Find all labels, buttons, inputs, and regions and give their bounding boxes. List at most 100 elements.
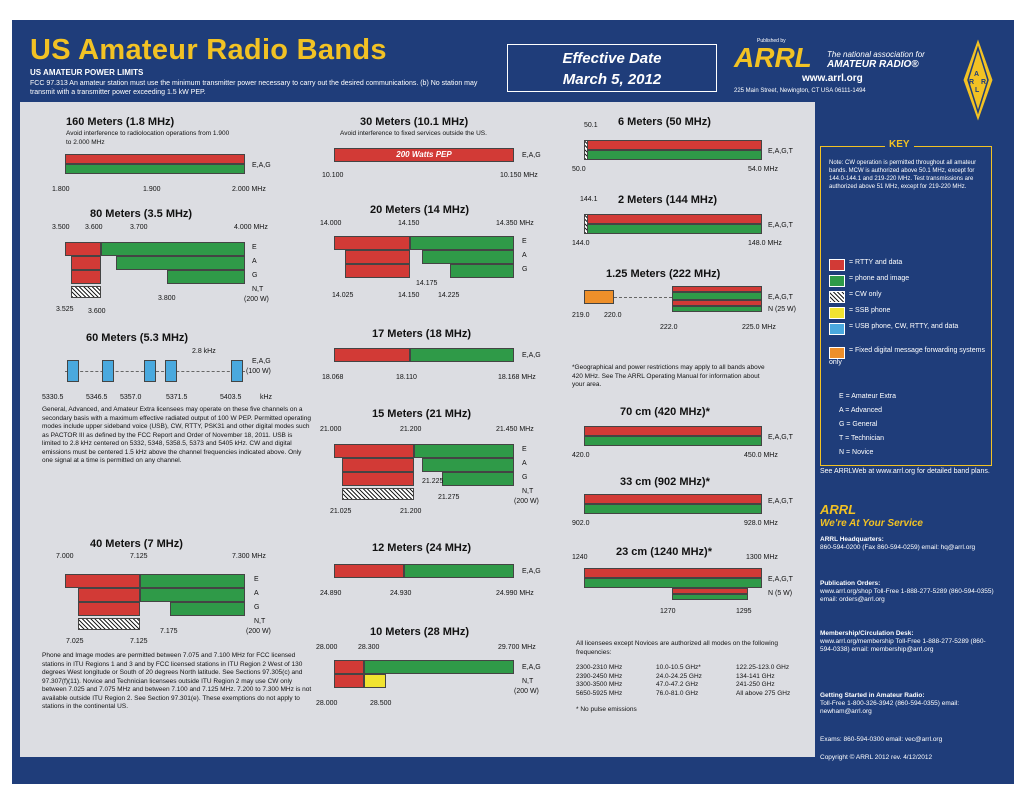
tick-125m-0: 222.0 <box>660 324 678 331</box>
tick-160m-2: 2.000 MHz <box>232 186 266 193</box>
class-10m-nt: N,T <box>522 678 534 685</box>
legend-usb: = USB phone, CW, RTTY, and data <box>829 323 989 335</box>
bar-80m-e-phone <box>101 242 245 256</box>
license-general: G = General <box>839 421 878 428</box>
tick-80m-top-3: 4.000 MHz <box>234 224 268 231</box>
bar-125m-fixed-digital <box>584 290 614 304</box>
channel-60m-1 <box>67 360 79 382</box>
tick-15m-top-2: 21.450 MHz <box>496 426 534 433</box>
class-40m-e: E <box>254 576 259 583</box>
classes-30m: E,A,G <box>522 152 541 159</box>
tick-2m-1: 148.0 MHz <box>748 240 782 247</box>
legend-cw-label: = CW only <box>849 291 882 298</box>
freq-60m-4: 5403.5 <box>220 394 242 401</box>
bar-40m-e-data <box>65 574 140 588</box>
bar-15m-g-data <box>342 472 414 486</box>
arrl-address: 225 Main Street, Newington, CT USA 06111… <box>734 88 866 94</box>
tick-15m-bottom-2: 21.225 <box>422 478 444 485</box>
bar-2m-cw <box>584 214 588 234</box>
tick-30m-0: 10.100 <box>322 172 344 179</box>
bar-20m-g-phone <box>450 264 514 278</box>
service-logo: ARRL <box>820 502 857 517</box>
bw-60m: 2.8 kHz <box>192 348 216 355</box>
bar-23cm-n-phone <box>672 594 748 600</box>
tick-10m-top-2: 29.700 MHz <box>498 644 536 651</box>
pub-text: www.arrl.org/shop Toll-Free 1-888-277-52… <box>820 588 994 603</box>
tick-20m-top-1: 14.150 <box>398 220 420 227</box>
tick-15m-top-0: 21.000 <box>320 426 342 433</box>
tick-15m-bottom-3: 21.275 <box>438 494 460 501</box>
band-title-70cm: 70 cm (420 MHz)* <box>620 406 710 418</box>
class-20m-g: G <box>522 266 528 273</box>
effective-date-label: Effective Date <box>562 50 662 67</box>
legend-usb-label: = USB phone, CW, RTTY, and data <box>849 323 959 330</box>
legend-ssb-label: = SSB phone <box>849 307 891 314</box>
tick-160m-0: 1.800 <box>52 186 70 193</box>
bar-12m-phone <box>404 564 514 578</box>
tick-70cm-0: 420.0 <box>572 452 590 459</box>
band-note-60m: General, Advanced, and Amateur Extra lic… <box>42 406 311 464</box>
tick-23cm-bottom-0: 1270 <box>660 608 676 615</box>
bar-40m-a-data <box>78 588 140 602</box>
arrl-logo: ARRL <box>734 42 812 73</box>
tick-15m-bottom-1: 21.200 <box>400 508 422 515</box>
legend-rtty-label: = RTTY and data <box>849 259 903 266</box>
bar-40m-nt-cw <box>78 618 140 630</box>
diamond-letter-r2: R <box>981 79 986 86</box>
channel-60m-2 <box>102 360 114 382</box>
tick-2m-top-0: 144.1 <box>580 196 598 203</box>
bar-10m-nt-ssb <box>364 674 386 688</box>
effective-date-box: Effective Date March 5, 2012 <box>507 44 717 92</box>
effective-date-value: March 5, 2012 <box>562 71 662 88</box>
swatch-usb <box>829 323 845 335</box>
tick-12m-0: 24.890 <box>320 590 342 597</box>
class-10m-eag: E,A,G <box>522 664 541 671</box>
classes-160m: E,A,G <box>252 162 271 169</box>
fcc-power-text: FCC 97.313 An amateur station must use t… <box>30 80 478 96</box>
bar-125m-data <box>672 286 762 292</box>
power-limits-heading: US AMATEUR POWER LIMITS <box>30 68 144 77</box>
power-60m: (100 W) <box>246 368 271 375</box>
tick-40m-bottom-2: 7.175 <box>160 628 178 635</box>
tick-80m-bottom-2: 3.800 <box>158 295 176 302</box>
above-col1-0: 2300-2310 MHz <box>576 664 623 671</box>
above-col3-0: 122.25-123.0 GHz <box>736 664 790 671</box>
band-note-160m: Avoid interference to radiolocation oper… <box>66 130 230 146</box>
tick-80m-top-1: 3.600 <box>85 224 103 231</box>
swatch-phone <box>829 275 845 287</box>
license-extra: E = Amateur Extra <box>839 393 896 400</box>
bar-23cm-phone <box>584 578 762 588</box>
channel-60m-5 <box>231 360 243 382</box>
above-col1-1: 2390-2450 MHz <box>576 672 623 680</box>
band-title-15m: 15 Meters (21 MHz) <box>372 408 472 420</box>
band-title-17m: 17 Meters (18 MHz) <box>372 328 472 340</box>
class-15m-nt: N,T <box>522 488 534 495</box>
band-note-30m: Avoid interference to fixed services out… <box>340 130 487 137</box>
bar-20m-a-data <box>345 250 410 264</box>
bar-40m-g-data <box>78 602 140 616</box>
above-col3-3: All above 275 GHz <box>736 689 791 697</box>
bar-80m-g-phone <box>167 270 245 284</box>
bar-17m-data <box>334 348 410 362</box>
bar-2m-phone <box>584 224 762 234</box>
pub-title: Publication Orders: <box>820 580 881 587</box>
bar-2m-data <box>584 214 762 224</box>
swatch-fixed <box>829 347 845 359</box>
tick-40m-bottom-0: 7.025 <box>66 638 84 645</box>
tick-15m-bottom-0: 21.025 <box>330 508 352 515</box>
tick-6m-1: 54.0 MHz <box>748 166 778 173</box>
class-15m-e: E <box>522 446 527 453</box>
bar-23cm-data <box>584 568 762 578</box>
band-title-2m: 2 Meters (144 MHz) <box>618 194 718 206</box>
band-title-160m: 160 Meters (1.8 MHz) <box>66 116 175 128</box>
key-box: KEY Note: CW operation is permitted thro… <box>820 139 992 466</box>
start-block: Getting Started in Amateur Radio: Toll-Fr… <box>820 692 995 716</box>
classes-2m: E,A,G,T <box>768 222 793 229</box>
class-80m-e: E <box>252 244 257 251</box>
bar-20m-a-phone <box>422 250 514 264</box>
bar-80m-nt-cw <box>71 286 101 298</box>
tick-80m-top-2: 3.700 <box>130 224 148 231</box>
freq-60m-2: 5357.0 <box>120 394 142 401</box>
classes-23cm: E,A,G,T <box>768 576 793 583</box>
bar-15m-g-phone <box>442 472 514 486</box>
